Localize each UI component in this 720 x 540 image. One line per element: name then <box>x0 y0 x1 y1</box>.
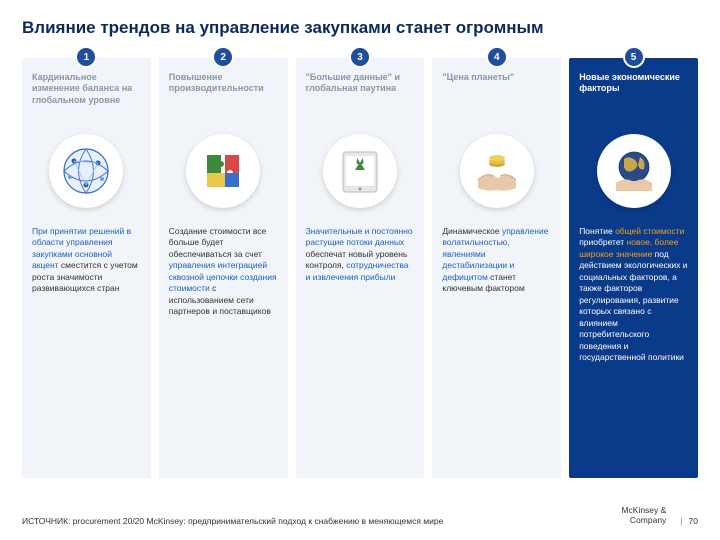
card-3-title: "Большие данные" и глобальная паутина <box>306 72 415 120</box>
card-4-body: Динамическое управление волатильностью, … <box>442 226 551 295</box>
slide-title: Влияние трендов на управление закупками … <box>22 18 698 38</box>
card-3-body: Значительные и постоянно растущие потоки… <box>306 226 415 283</box>
slide: Влияние трендов на управление закупками … <box>0 0 720 540</box>
card-5-mid: приобретет <box>579 237 626 247</box>
card-2-emph: управления интеграцией сквозной цепочки … <box>169 260 277 293</box>
brand: McKinsey & Company <box>621 506 666 526</box>
footer: ИСТОЧНИК: procurement 20/20 McKinsey: пр… <box>22 506 698 526</box>
column-2: 2 Повышение производительности Создание <box>159 58 288 478</box>
hands-coins-icon <box>460 134 534 208</box>
card-3: "Большие данные" и глобальная паутина <box>296 58 425 478</box>
card-5-pre: Понятие <box>579 226 615 236</box>
page-number: 70 <box>689 516 698 526</box>
card-2: Повышение производительности Создание ст… <box>159 58 288 478</box>
card-4-icon-wrap <box>442 126 551 216</box>
card-5-icon-wrap <box>579 126 688 216</box>
card-2-body: Создание стоимости все больше будет обес… <box>169 226 278 318</box>
badge-5: 5 <box>623 46 645 68</box>
card-5-emph: общей стоимости <box>615 226 684 236</box>
card-3-icon-wrap <box>306 126 415 216</box>
card-1: Кардинальное изменение баланса на глобал… <box>22 58 151 478</box>
card-5: Новые экономические факторы Понятие обще <box>569 58 698 478</box>
footer-divider: | <box>680 516 682 526</box>
hands-globe-icon <box>597 134 671 208</box>
card-4-title: "Цена планеты" <box>442 72 551 120</box>
badge-4: 4 <box>486 46 508 68</box>
card-2-title: Повышение производительности <box>169 72 278 120</box>
card-5-title: Новые экономические факторы <box>579 72 688 120</box>
card-4-pre: Динамическое <box>442 226 502 236</box>
card-5-rest: под действием экологических и социальных… <box>579 249 687 362</box>
card-1-title: Кардинальное изменение баланса на глобал… <box>32 72 141 120</box>
card-2-pre: Создание стоимости все больше будет обес… <box>169 226 266 259</box>
column-5: 5 Новые экономические факторы <box>569 58 698 478</box>
badge-3: 3 <box>349 46 371 68</box>
card-2-icon-wrap <box>169 126 278 216</box>
globe-network-icon <box>49 134 123 208</box>
column-1: 1 Кардинальное изменение баланса на глоб… <box>22 58 151 478</box>
brand-line2: Company <box>621 516 666 526</box>
card-5-body: Понятие общей стоимости приобретет новое… <box>579 226 688 364</box>
card-1-icon-wrap <box>32 126 141 216</box>
column-3: 3 "Большие данные" и глобальная паутина <box>296 58 425 478</box>
column-4: 4 "Цена планеты" <box>432 58 561 478</box>
card-3-emph: Значительные и постоянно растущие потоки… <box>306 226 413 247</box>
badge-2: 2 <box>212 46 234 68</box>
tablet-recycle-icon <box>323 134 397 208</box>
badge-1: 1 <box>75 46 97 68</box>
puzzle-icon <box>186 134 260 208</box>
source-text: ИСТОЧНИК: procurement 20/20 McKinsey: пр… <box>22 516 621 526</box>
card-1-body: При принятии решений в области управлени… <box>32 226 141 295</box>
columns-row: 1 Кардинальное изменение баланса на глоб… <box>22 58 698 478</box>
card-4: "Цена планеты" Динамическ <box>432 58 561 478</box>
